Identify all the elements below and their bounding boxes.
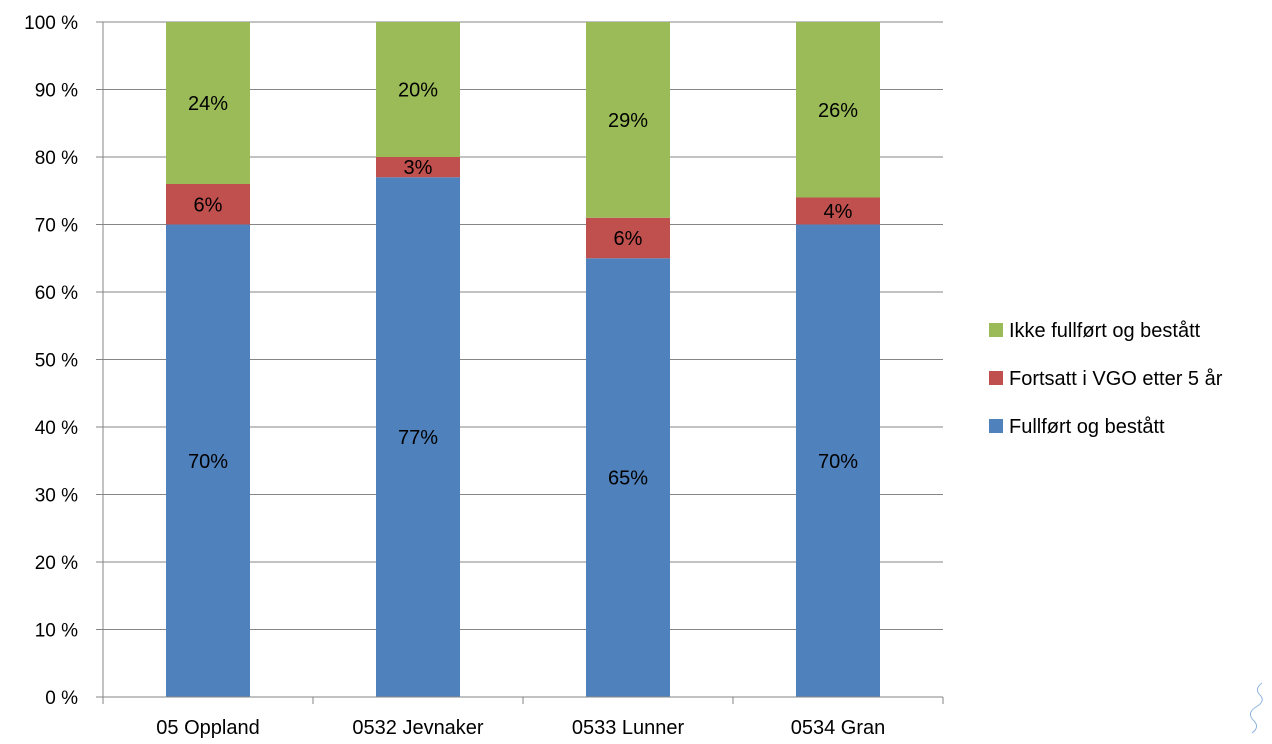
legend-label: Fullført og bestått xyxy=(1009,416,1165,438)
y-tick-label: 70 % xyxy=(35,216,78,237)
data-label: 6% xyxy=(614,228,643,250)
bar-segment xyxy=(586,258,670,697)
y-tick-label: 80 % xyxy=(35,148,78,169)
bar-segment xyxy=(796,224,880,697)
data-label: 70% xyxy=(818,451,858,473)
bar-segment xyxy=(376,157,460,178)
data-label: 65% xyxy=(608,468,648,490)
x-category-label: 0532 Jevnaker xyxy=(352,717,484,739)
bar-segment xyxy=(166,184,250,225)
data-label: 4% xyxy=(824,201,853,223)
legend-label: Ikke fullført og bestått xyxy=(1009,320,1201,342)
legend-swatch xyxy=(989,371,1003,385)
x-category-label: 05 Oppland xyxy=(156,717,259,739)
y-tick-label: 40 % xyxy=(35,418,78,439)
data-label: 6% xyxy=(194,194,223,216)
bar-segment xyxy=(796,22,880,198)
legend-label: Fortsatt i VGO etter 5 år xyxy=(1009,368,1223,390)
data-label: 77% xyxy=(398,427,438,449)
y-tick-label: 100 % xyxy=(24,13,78,34)
legend: Ikke fullført og bestått Fortsatt i VGO e… xyxy=(989,320,1223,438)
data-label: 24% xyxy=(188,93,228,115)
data-label: 20% xyxy=(398,80,438,102)
bar-segment xyxy=(166,22,250,184)
y-tick-label: 30 % xyxy=(35,486,78,507)
squiggle-mark xyxy=(1250,682,1263,734)
bar-segment xyxy=(166,224,250,697)
legend-swatch xyxy=(989,419,1003,433)
y-tick-label: 0 % xyxy=(45,688,78,709)
bar-segment xyxy=(376,22,460,157)
bars: 70% 6% 24% 77% 3% 20% 65% 6% 29% 70% 4% 26% xyxy=(166,22,880,697)
bar-segment xyxy=(796,197,880,225)
y-tick-label: 10 % xyxy=(35,621,78,642)
x-category-label: 0534 Gran xyxy=(791,717,886,739)
data-label: 3% xyxy=(404,157,433,179)
bar-segment xyxy=(586,22,670,218)
x-category-label: 0533 Lunner xyxy=(572,717,685,739)
data-label: 70% xyxy=(188,451,228,473)
y-tick-label: 60 % xyxy=(35,283,78,304)
legend-swatch xyxy=(989,323,1003,337)
bar-segment xyxy=(586,217,670,259)
y-tick-label: 90 % xyxy=(35,81,78,102)
data-label: 29% xyxy=(608,110,648,132)
y-tick-label: 20 % xyxy=(35,553,78,574)
y-tick-label: 50 % xyxy=(35,351,78,372)
axes: 0 % 10 % 20 % 30 % 40 % 50 % 60 % 70 % 80 % 90 % 1… xyxy=(24,13,944,739)
bar-segment xyxy=(376,177,460,697)
data-label: 26% xyxy=(818,100,858,122)
